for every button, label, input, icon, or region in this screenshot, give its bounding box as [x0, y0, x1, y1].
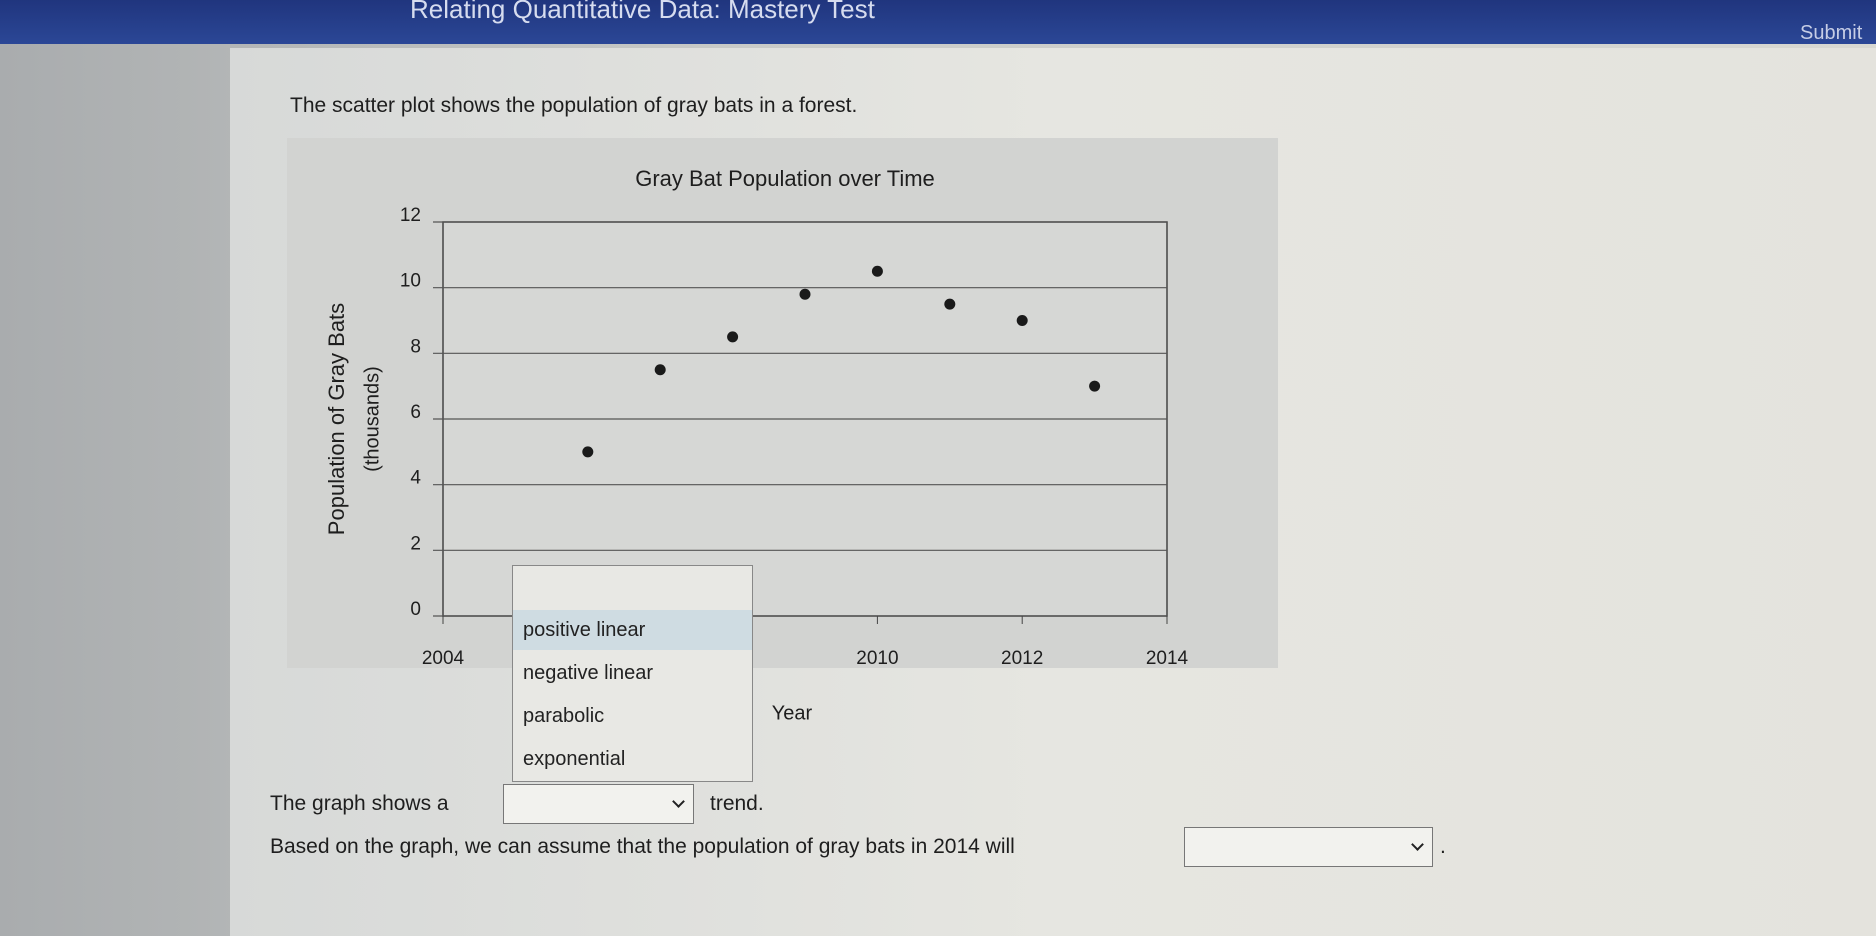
data-point — [1016, 315, 1028, 326]
x-tick-label: 2014 — [1146, 648, 1189, 669]
y-tick-label: 6 — [410, 402, 421, 423]
dropdown-menu: positive linear negative linear parabolic e… — [512, 565, 753, 782]
data-point — [944, 298, 956, 310]
data-point — [582, 446, 594, 458]
data-point — [654, 364, 666, 376]
sentence-text: trend. — [710, 792, 764, 815]
submit-button[interactable]: Submit — [1800, 22, 1863, 44]
y-tick-label: 0 — [410, 599, 421, 620]
x-tick-label: 2012 — [1001, 648, 1043, 669]
y-tick-label: 8 — [410, 336, 421, 357]
x-tick-label: 2010 — [856, 648, 898, 669]
dropdown-option[interactable]: negative linear — [523, 662, 654, 684]
y-tick-label: 12 — [400, 205, 421, 226]
dropdown-option[interactable]: parabolic — [523, 705, 605, 727]
top-bar: Relating Quantitative Data: Mastery Test… — [0, 0, 1876, 44]
prediction-select[interactable] — [1184, 827, 1433, 867]
y-tick-label: 4 — [410, 468, 421, 489]
chart-title: Gray Bat Population over Time — [635, 166, 935, 191]
y-axis-unit: (thousands) — [361, 366, 383, 472]
dropdown-option[interactable]: positive linear — [513, 610, 752, 650]
x-axis-label: Year — [772, 702, 813, 724]
sentence-text: . — [1440, 835, 1446, 858]
data-point — [1089, 380, 1101, 392]
sentence-text: The graph shows a — [270, 792, 449, 815]
y-tick-label: 10 — [400, 271, 421, 292]
trend-select[interactable] — [503, 784, 694, 824]
y-tick-label: 2 — [410, 533, 421, 554]
data-point — [727, 331, 739, 343]
y-axis-label: Population of Gray Bats — [324, 303, 349, 535]
data-point — [799, 288, 811, 300]
x-tick-label: 2004 — [422, 648, 465, 669]
test-title: Relating Quantitative Data: Mastery Test — [410, 0, 875, 24]
data-point — [871, 265, 883, 277]
dropdown-option[interactable]: exponential — [523, 748, 626, 770]
sentence-text: Based on the graph, we can assume that t… — [270, 835, 1015, 858]
prompt: The scatter plot shows the population of… — [290, 94, 858, 117]
